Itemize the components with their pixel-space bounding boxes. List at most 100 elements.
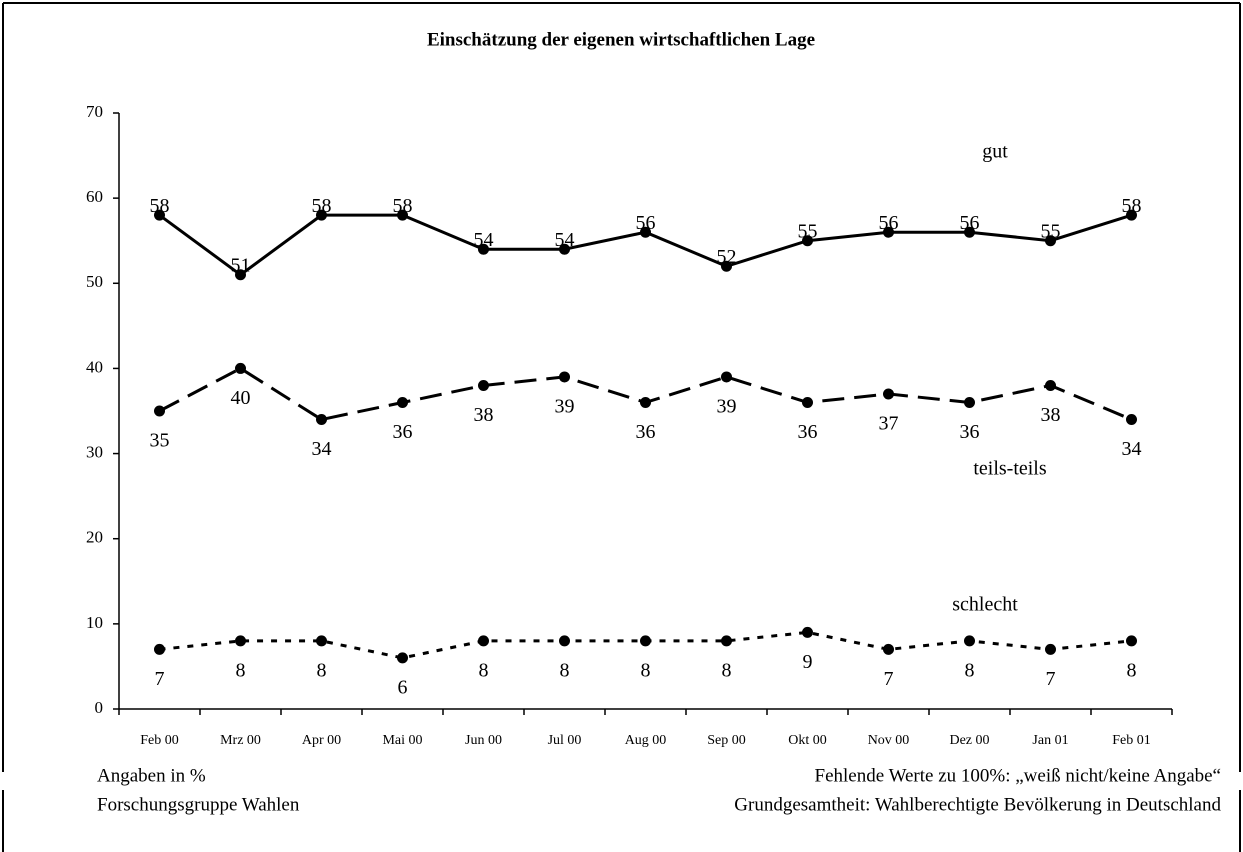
data-point: [883, 643, 894, 655]
y-tick-label: 20: [86, 528, 103, 547]
data-point: [397, 652, 408, 664]
data-label: 56: [879, 212, 899, 234]
x-tick-label: Dez 00: [949, 733, 989, 748]
chart-title: Einschätzung der eigenen wirtschaftliche…: [427, 29, 815, 50]
data-label: 39: [555, 396, 575, 418]
x-tick-label: Mrz 00: [220, 733, 261, 748]
note: Grundgesamtheit: Wahlberechtigte Bevölke…: [734, 794, 1221, 815]
x-tick-label: Jan 01: [1032, 733, 1068, 748]
data-label: 35: [150, 430, 170, 452]
data-point: [1045, 235, 1056, 247]
data-point: [478, 635, 489, 647]
series-label: teils-teils: [973, 458, 1047, 480]
x-tick-label: Jul 00: [548, 733, 582, 748]
y-tick-label: 60: [86, 187, 103, 206]
x-tick-label: Jun 00: [465, 733, 502, 748]
x-tick-label: Apr 00: [302, 733, 341, 748]
data-point: [154, 405, 165, 417]
data-point: [1126, 209, 1137, 221]
y-tick-label: 40: [86, 357, 103, 376]
data-label: 55: [798, 220, 818, 242]
data-label: 36: [960, 421, 980, 443]
data-point: [559, 371, 570, 383]
data-label: 7: [1046, 668, 1056, 690]
data-label: 58: [393, 195, 413, 217]
data-label: 7: [884, 668, 894, 690]
note: Fehlende Werte zu 100%: „weiß nicht/kein…: [815, 765, 1221, 786]
data-label: 8: [560, 659, 570, 681]
y-tick-label: 70: [86, 102, 103, 121]
data-point: [478, 379, 489, 391]
y-tick-label: 50: [86, 272, 103, 291]
data-point: [154, 209, 165, 221]
series-label: schlecht: [952, 594, 1018, 616]
data-label: 51: [231, 254, 251, 276]
data-point: [721, 260, 732, 272]
data-label: 8: [479, 659, 489, 681]
data-point: [1126, 414, 1137, 426]
data-label: 40: [231, 387, 251, 409]
data-label: 36: [393, 421, 413, 443]
data-point: [883, 226, 894, 238]
data-label: 38: [474, 404, 494, 426]
data-label: 58: [312, 195, 332, 217]
data-point: [235, 635, 246, 647]
data-label: 39: [717, 396, 737, 418]
data-point: [1045, 379, 1056, 391]
series-label: gut: [982, 141, 1008, 163]
data-point: [559, 243, 570, 255]
data-point: [559, 635, 570, 647]
data-point: [397, 396, 408, 408]
data-label: 6: [398, 677, 408, 699]
data-point: [721, 371, 732, 383]
y-tick-label: 10: [86, 613, 103, 632]
data-point: [964, 226, 975, 238]
data-point: [640, 396, 651, 408]
data-point: [316, 414, 327, 426]
data-point: [883, 388, 894, 400]
x-tick-label: Feb 00: [140, 733, 179, 748]
data-label: 52: [717, 246, 737, 268]
x-tick-label: Nov 00: [868, 733, 910, 748]
data-label: 55: [1041, 220, 1061, 242]
note: Forschungsgruppe Wahlen: [97, 794, 300, 815]
note: Angaben in %: [97, 765, 206, 786]
data-label: 58: [1122, 195, 1142, 217]
x-tick-label: Okt 00: [788, 733, 827, 748]
series-line: [158, 366, 1133, 422]
y-tick-label: 0: [95, 698, 104, 717]
data-label: 8: [1127, 659, 1137, 681]
data-label: 36: [636, 421, 656, 443]
data-label: 8: [641, 659, 651, 681]
data-point: [235, 362, 246, 374]
data-point: [235, 269, 246, 281]
x-tick-label: Mai 00: [382, 733, 422, 748]
data-label: 56: [960, 212, 980, 234]
data-point: [640, 226, 651, 238]
data-point: [721, 635, 732, 647]
data-label: 54: [555, 229, 575, 251]
data-point: [316, 209, 327, 221]
data-point: [1045, 643, 1056, 655]
x-tick-label: Aug 00: [625, 733, 667, 748]
data-point: [316, 635, 327, 647]
y-tick-label: 30: [86, 442, 103, 461]
data-point: [802, 235, 813, 247]
data-point: [397, 209, 408, 221]
data-point: [964, 635, 975, 647]
data-point: [1126, 635, 1137, 647]
data-label: 58: [150, 195, 170, 217]
data-label: 36: [798, 421, 818, 443]
data-label: 34: [312, 438, 332, 460]
data-label: 8: [965, 659, 975, 681]
data-label: 56: [636, 212, 656, 234]
data-label: 8: [317, 659, 327, 681]
data-point: [802, 626, 813, 638]
data-point: [154, 643, 165, 655]
data-label: 8: [236, 659, 246, 681]
data-point: [964, 396, 975, 408]
data-label: 9: [803, 651, 813, 673]
data-label: 7: [155, 668, 165, 690]
